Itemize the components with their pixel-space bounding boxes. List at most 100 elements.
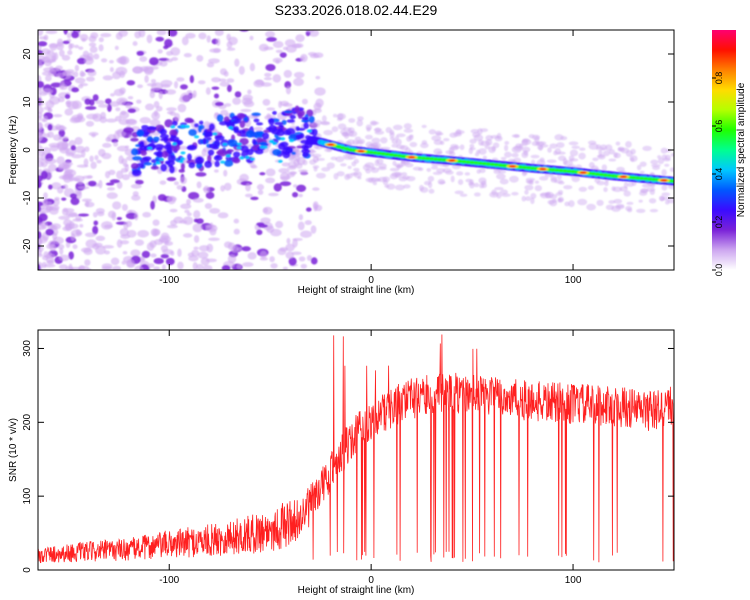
spectrogram-noise-blob: [70, 145, 76, 151]
spectrogram-noise-blob: [57, 96, 65, 103]
spectrogram-noise-blob: [177, 103, 187, 113]
spectrogram-noise-blob: [118, 99, 126, 105]
spectrogram-noise-blob: [122, 251, 128, 255]
ridge-peak: [357, 150, 365, 153]
spectrogram-noise-blob: [253, 126, 264, 131]
spectrogram-noise-blob: [58, 129, 66, 138]
spectrogram-noise-blob: [102, 75, 114, 81]
spectrogram-noise-blob: [84, 232, 97, 238]
spectrogram-noise-blob: [127, 108, 137, 114]
spectrogram-noise-blob: [306, 255, 313, 262]
spectrogram-noise-blob: [611, 205, 621, 212]
spectrogram-noise-blob: [85, 120, 95, 127]
spectrogram-noise-blob: [214, 101, 224, 107]
spectrogram-noise-blob: [354, 136, 361, 141]
spectrogram-noise-blob: [117, 55, 130, 65]
spectrogram-noise-blob: [38, 230, 42, 240]
spectrogram-noise-blob: [78, 213, 90, 217]
spectrogram-noise-blob: [38, 226, 41, 232]
spectrogram-noise-blob: [364, 134, 373, 140]
spectrogram-noise-blob: [71, 153, 83, 159]
spectrogram-noise-blob: [197, 80, 206, 85]
spectrogram-noise-blob: [102, 142, 112, 148]
spectrogram-noise-blob: [288, 161, 297, 168]
spectrogram-cluster-blob: [150, 165, 159, 170]
spectrogram-noise-blob: [281, 162, 290, 167]
spectrogram-noise-blob: [521, 138, 532, 145]
spectrogram-noise-blob: [196, 263, 204, 270]
spectrogram-noise-blob: [188, 255, 199, 262]
spectrogram-noise-blob: [98, 179, 103, 189]
spectrogram-cluster-blob: [226, 149, 234, 153]
spectrogram-noise-blob: [161, 264, 166, 270]
spectrogram-cluster-blob: [308, 115, 315, 124]
spectrogram-noise-blob: [396, 144, 405, 149]
spectrogram-cluster-blob: [141, 125, 149, 130]
ridge-peak: [327, 143, 335, 146]
spectrogram-noise-blob: [627, 208, 633, 213]
spectrogram-noise-blob: [608, 200, 616, 204]
spectrogram-noise-blob: [592, 157, 599, 162]
spectrogram-noise-blob: [365, 124, 372, 131]
spectrogram-noise-blob: [45, 30, 58, 35]
spectrogram-noise-blob: [42, 115, 48, 123]
spectrogram-noise-blob: [75, 190, 82, 200]
spectrogram-noise-blob: [56, 41, 65, 51]
bottom-x-axis-label: Height of straight line (km): [298, 585, 415, 596]
spectrogram-noise-blob: [62, 208, 75, 213]
spectrogram-noise-blob: [115, 107, 121, 112]
spectrogram-noise-blob: [153, 100, 160, 108]
spectrogram-noise-blob: [571, 145, 580, 149]
spectrogram-noise-blob: [524, 184, 534, 191]
spectrogram-noise-blob: [94, 154, 99, 161]
spectrogram-noise-blob: [44, 201, 52, 206]
spectrogram-noise-blob: [93, 220, 99, 226]
spectrogram-cluster-blob: [156, 150, 164, 159]
spectrogram-noise-blob: [433, 148, 443, 155]
spectrogram-noise-blob: [120, 110, 127, 115]
spectrogram-noise-blob: [245, 183, 251, 192]
spectrogram-noise-blob: [195, 172, 207, 177]
bottom-y-tick-label: 200: [22, 414, 33, 431]
spectrogram-noise-blob: [38, 41, 48, 47]
spectrogram-noise-blob: [38, 121, 43, 131]
spectrogram-noise-blob: [166, 51, 174, 56]
spectrogram-noise-blob: [66, 32, 72, 39]
spectrogram-noise-blob: [180, 92, 192, 102]
spectrogram-noise-blob: [613, 198, 623, 204]
spectrogram-noise-blob: [202, 265, 213, 270]
spectrogram-noise-blob: [185, 32, 196, 39]
spectrogram-noise-blob: [89, 46, 98, 54]
spectrogram-noise-blob: [142, 211, 152, 218]
spectrogram-noise-blob: [298, 169, 308, 173]
spectrogram-noise-blob: [494, 187, 504, 191]
spectrogram-noise-blob: [205, 224, 218, 233]
spectrogram-noise-blob: [100, 33, 112, 38]
spectrogram-noise-blob: [554, 148, 562, 155]
spectrogram-noise-blob: [139, 56, 148, 62]
spectrogram-noise-blob: [469, 143, 475, 148]
spectrogram-noise-blob: [121, 174, 130, 181]
spectrogram-cluster-blob: [262, 132, 270, 140]
spectrogram-noise-blob: [186, 198, 191, 205]
spectrogram-noise-blob: [71, 87, 80, 93]
spectrogram-noise-blob: [38, 54, 45, 63]
spectrogram-noise-blob: [370, 121, 380, 125]
spectrogram-noise-blob: [301, 98, 308, 105]
spectrogram-noise-blob: [88, 35, 97, 43]
spectrogram-cluster-blob: [216, 150, 225, 155]
spectrogram-noise-blob: [437, 178, 446, 185]
spectrogram-noise-blob: [38, 98, 45, 107]
spectrogram-noise-blob: [169, 208, 178, 213]
spectrogram-noise-blob: [312, 187, 320, 191]
spectrogram-noise-blob: [226, 84, 232, 93]
spectrogram-noise-blob: [166, 224, 178, 229]
colorbar-tick-label: 0.8: [714, 72, 724, 85]
spectrogram-noise-blob: [120, 234, 131, 240]
spectrogram-noise-blob: [115, 66, 128, 76]
spectrogram-noise-blob: [53, 68, 60, 72]
spectrogram-noise-blob: [386, 183, 396, 190]
spectrogram-noise-blob: [41, 224, 47, 230]
spectrogram-noise-blob: [511, 191, 519, 196]
spectrogram-noise-blob: [511, 146, 522, 154]
